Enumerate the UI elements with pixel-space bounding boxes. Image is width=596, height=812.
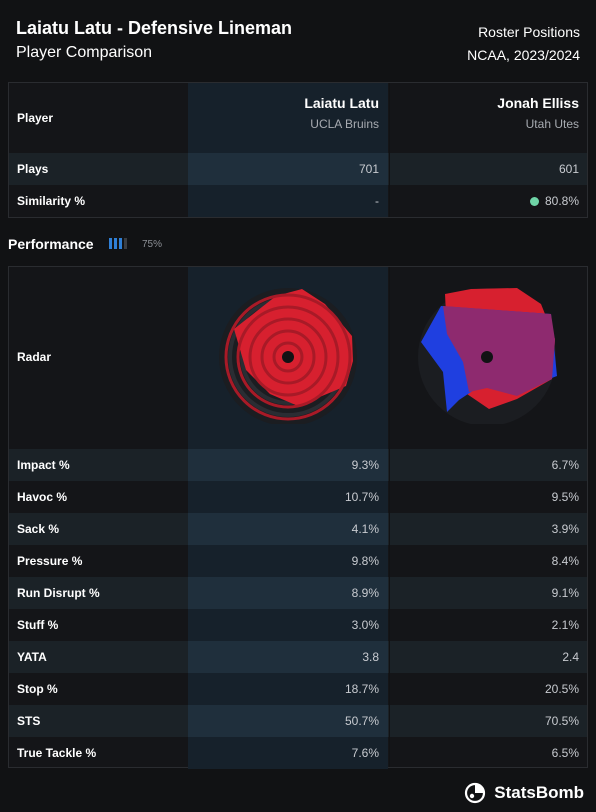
table-row: Plays 701 601 [9, 153, 587, 185]
statsbomb-logo-icon [464, 782, 486, 804]
header: Laiatu Latu - Defensive Lineman Player C… [0, 0, 596, 80]
player-1-metric-value: 9.3% [351, 458, 379, 472]
primary-player-column [188, 83, 388, 217]
metric-label: Run Disrupt % [17, 586, 100, 600]
roster-positions-label: Roster Positions [478, 24, 580, 40]
player-1-similarity: - [375, 194, 379, 208]
player-2-metric-value: 9.1% [551, 586, 579, 600]
table-row: YATA 3.8 2.4 [9, 641, 587, 673]
table-row: Pressure % 9.8% 8.4% [9, 545, 587, 577]
level-bar-3 [119, 238, 122, 249]
player-1-metric-value: 50.7% [344, 714, 379, 728]
player-1-metric-value: 3.8 [362, 650, 379, 664]
player-2-radar [418, 288, 557, 424]
level-bar-1 [109, 238, 112, 249]
radar-rings-overlay [224, 293, 352, 421]
statsbomb-logo-text: StatsBomb [494, 783, 584, 802]
row-highlight [188, 449, 388, 481]
table-row: Stuff % 3.0% 2.1% [9, 609, 587, 641]
table-row: Impact % 9.3% 6.7% [9, 449, 587, 481]
player-column-label: Player [17, 111, 54, 125]
metric-label: STS [17, 714, 41, 728]
player-1-radar [219, 288, 357, 424]
competition-season-label: NCAA, 2023/2024 [467, 47, 580, 63]
row-highlight [188, 153, 388, 185]
radar-center-dot [481, 351, 493, 363]
player-2-name: Jonah Elliss [497, 95, 579, 111]
column-divider [389, 83, 390, 217]
table-row: Similarity % - 80.8% [9, 185, 587, 217]
metric-label: Impact % [17, 458, 70, 472]
row-highlight [188, 545, 388, 577]
row-highlight [188, 737, 388, 769]
row-highlight [188, 705, 388, 737]
player-2-metric-value: 9.5% [551, 490, 579, 504]
player-2-metric-value: 3.9% [551, 522, 579, 536]
page-title: Laiatu Latu - Defensive Lineman [16, 18, 293, 38]
performance-table: Radar Impact % 9.3% 6.7% Havoc % 10.7% 9.5% Sa… [8, 266, 588, 769]
row-label-plays: Plays [17, 162, 49, 176]
player-1-team: UCLA Bruins [310, 117, 379, 131]
radar-row: Radar [9, 267, 587, 449]
metric-label: Sack % [17, 522, 60, 536]
player-2-similarity: 80.8% [529, 194, 579, 208]
similarity-value: 80.8% [544, 194, 579, 208]
player-1-metric-value: 10.7% [344, 490, 379, 504]
row-highlight [188, 673, 388, 705]
player-2-metric-value: 6.5% [551, 746, 579, 760]
player-1-metric-value: 9.8% [351, 554, 379, 568]
table-row: True Tackle % 7.6% 6.5% [9, 737, 587, 769]
table-row: Sack % 4.1% 3.9% [9, 513, 587, 545]
row-highlight [188, 641, 388, 673]
radar-center-dot [282, 351, 294, 363]
table-row: Havoc % 10.7% 9.5% [9, 481, 587, 513]
row-highlight [188, 609, 388, 641]
player-2-metric-value: 2.1% [551, 618, 579, 632]
level-bar-4 [124, 238, 127, 249]
row-highlight [188, 513, 388, 545]
player-1-plays: 701 [358, 162, 379, 176]
page-subtitle: Player Comparison [16, 44, 153, 61]
player-1-metric-value: 4.1% [351, 522, 379, 536]
player-1-metric-value: 3.0% [351, 618, 379, 632]
performance-percent: 75% [142, 239, 163, 250]
metric-label: Pressure % [17, 554, 83, 568]
player-2-team: Utah Utes [525, 117, 579, 131]
player-1-metric-value: 8.9% [351, 586, 379, 600]
row-label-similarity: Similarity % [17, 194, 86, 208]
latu-radar-shape [234, 289, 353, 406]
metric-label: True Tackle % [17, 746, 97, 760]
player-header-row: Player Laiatu Latu UCLA Bruins Jonah Ell… [9, 83, 587, 153]
player-2-metric-value: 70.5% [544, 714, 579, 728]
metric-label: Stop % [17, 682, 58, 696]
metric-label: YATA [17, 650, 47, 664]
player-2-metric-value: 20.5% [544, 682, 579, 696]
player-1-metric-value: 18.7% [344, 682, 379, 696]
performance-label: Performance [8, 236, 94, 252]
player-2-metric-value: 2.4 [562, 650, 579, 664]
table-row: STS 50.7% 70.5% [9, 705, 587, 737]
table-row: Run Disrupt % 8.9% 9.1% [9, 577, 587, 609]
level-bar-2 [114, 238, 117, 249]
player-2-plays: 601 [558, 162, 579, 176]
metric-label: Havoc % [17, 490, 68, 504]
radar-overlap-shape [443, 306, 555, 396]
player-2-metric-value: 8.4% [551, 554, 579, 568]
player-2-metric-value: 6.7% [551, 458, 579, 472]
column-divider [389, 267, 390, 767]
similarity-dot-icon [529, 197, 539, 206]
player-1-name: Laiatu Latu [304, 95, 379, 111]
table-row: Stop % 18.7% 20.5% [9, 673, 587, 705]
row-highlight [188, 577, 388, 609]
row-label-radar: Radar [17, 350, 52, 364]
player-1-metric-value: 7.6% [351, 746, 379, 760]
metric-label: Stuff % [17, 618, 59, 632]
row-highlight [188, 481, 388, 513]
player-comparison-table: Player Laiatu Latu UCLA Bruins Jonah Ell… [8, 82, 588, 218]
